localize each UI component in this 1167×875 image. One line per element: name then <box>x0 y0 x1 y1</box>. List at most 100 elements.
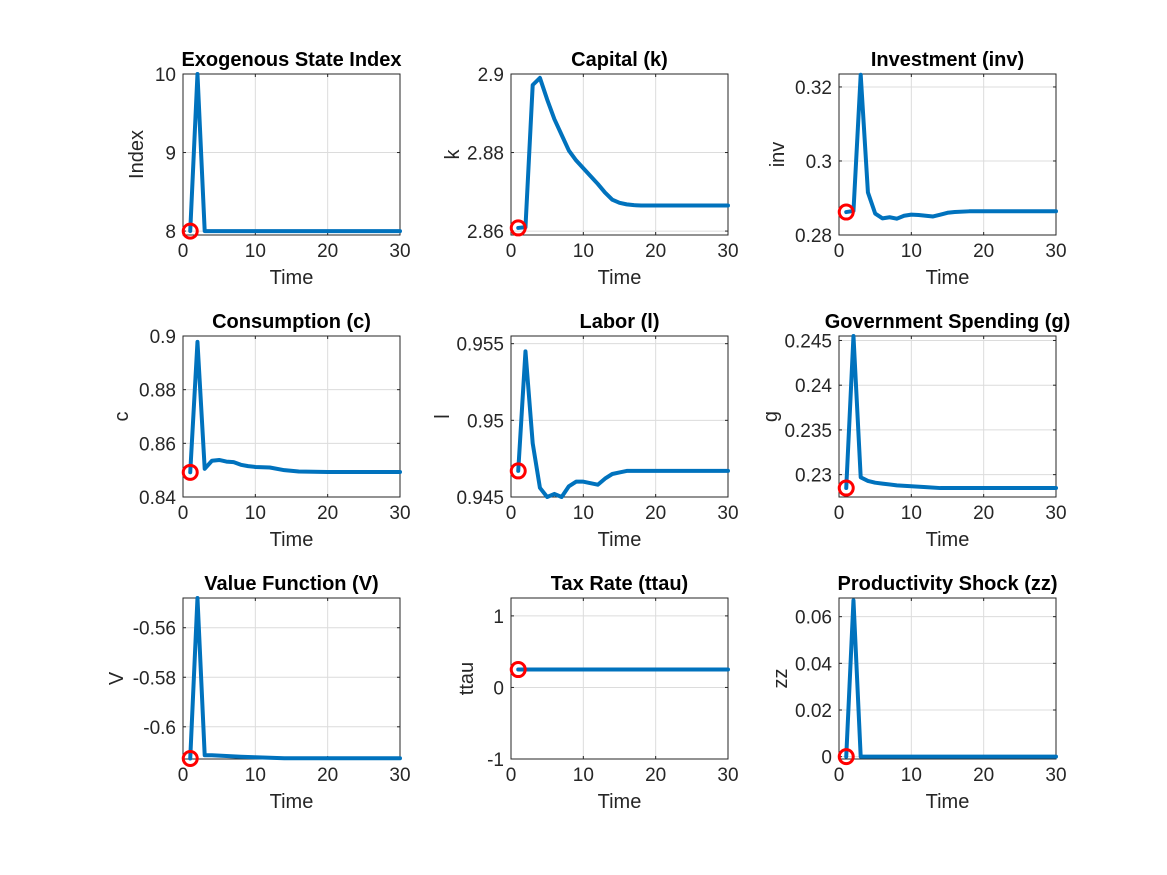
y-tick-label: 0.24 <box>795 376 832 397</box>
x-tick-label: 20 <box>973 765 994 786</box>
chart-title: Labor (l) <box>580 311 660 333</box>
x-axis-label: Time <box>926 267 970 289</box>
initial-point-marker <box>837 203 855 221</box>
y-tick-label: -0.58 <box>133 668 176 689</box>
x-tick-label: 0 <box>178 503 189 524</box>
series-line <box>844 598 1058 759</box>
x-axis-label: Time <box>598 791 642 813</box>
y-tick-label: 0.04 <box>795 654 832 675</box>
series-line <box>188 72 402 234</box>
x-tick-label: 0 <box>506 503 517 524</box>
axes-box <box>838 335 1057 498</box>
initial-point-marker <box>509 219 527 237</box>
y-tick-label: 8 <box>165 222 176 243</box>
y-tick-label: 0.06 <box>795 608 832 629</box>
x-tick-label: 10 <box>573 503 594 524</box>
initial-point-marker <box>181 222 199 240</box>
x-tick-label: 0 <box>506 241 517 262</box>
y-axis-label: ttau <box>456 662 478 695</box>
x-tick-label: 10 <box>245 765 266 786</box>
subplot-4: 0 10 20 30 0.84 0.86 0.88 0.9 Time c Consumption (… <box>111 311 411 551</box>
x-axis-label: Time <box>926 529 970 551</box>
y-tick-label: 0 <box>493 678 504 699</box>
y-tick-label: 2.88 <box>467 144 504 165</box>
x-tick-label: 20 <box>317 765 338 786</box>
series-line <box>516 75 730 230</box>
y-tick-label: 0.84 <box>139 488 176 509</box>
plot-area <box>839 336 1056 497</box>
axes-box <box>510 597 729 760</box>
x-tick-label: 30 <box>717 765 738 786</box>
series-line <box>188 339 402 475</box>
y-tick-label: 0.95 <box>467 411 504 432</box>
y-axis-label: Index <box>126 130 148 179</box>
chart-title: Government Spending (g) <box>825 311 1071 333</box>
y-tick-label: -1 <box>487 750 504 771</box>
subplot-5: 0 10 20 30 0.945 0.95 0.955 Time l Labor (l) <box>432 311 739 551</box>
y-axis-label: k <box>442 149 464 160</box>
y-tick-label: 2.86 <box>467 222 504 243</box>
axes-box <box>182 335 401 498</box>
y-tick-label: 0.955 <box>456 335 504 356</box>
x-tick-label: 30 <box>389 503 410 524</box>
x-tick-label: 10 <box>901 503 922 524</box>
chart-title: Investment (inv) <box>871 49 1024 71</box>
y-tick-label: 0.945 <box>456 488 504 509</box>
y-tick-label: 0.28 <box>795 226 832 247</box>
y-tick-label: 0.9 <box>150 327 176 348</box>
x-axis-label: Time <box>270 267 314 289</box>
y-tick-label: 0.02 <box>795 701 832 722</box>
y-tick-label: -0.56 <box>133 619 176 640</box>
x-tick-label: 30 <box>1045 503 1066 524</box>
x-tick-label: 30 <box>1045 765 1066 786</box>
x-tick-label: 20 <box>973 503 994 524</box>
y-tick-label: 0.235 <box>784 421 832 442</box>
x-tick-label: 10 <box>901 765 922 786</box>
subplot-9: 0 10 20 30 0 0.02 0.04 0.06 Time zz Productivity S… <box>770 573 1067 813</box>
x-tick-label: 10 <box>573 765 594 786</box>
series-line <box>516 349 730 499</box>
y-axis-label: l <box>432 414 454 418</box>
x-tick-label: 30 <box>717 503 738 524</box>
x-tick-label: 30 <box>717 241 738 262</box>
x-tick-label: 0 <box>178 765 189 786</box>
subplot-6: 0 10 20 30 0.23 0.235 0.24 0.245 Time g Government… <box>760 311 1070 551</box>
x-axis-label: Time <box>598 267 642 289</box>
x-tick-label: 30 <box>389 765 410 786</box>
plot-area <box>511 74 728 235</box>
x-tick-label: 20 <box>317 503 338 524</box>
plot-area <box>839 598 1056 759</box>
x-tick-label: 10 <box>573 241 594 262</box>
plot-area <box>511 598 728 759</box>
axes-box <box>510 73 729 236</box>
initial-point-marker <box>509 462 527 480</box>
y-axis-label: c <box>111 412 133 422</box>
subplot-2: 0 10 20 30 2.86 2.88 2.9 Time k Capital (k) <box>442 49 739 289</box>
x-tick-label: 0 <box>506 765 517 786</box>
chart-title: Capital (k) <box>571 49 668 71</box>
series-line <box>844 334 1058 491</box>
chart-title: Value Function (V) <box>204 573 378 595</box>
x-tick-label: 10 <box>245 503 266 524</box>
y-tick-label: 0.86 <box>139 434 176 455</box>
y-tick-label: 0.245 <box>784 331 832 352</box>
x-axis-label: Time <box>270 791 314 813</box>
axes-box <box>510 335 729 498</box>
y-axis-label: inv <box>767 142 789 168</box>
initial-point-marker <box>837 748 855 766</box>
subplot-3: 0 10 20 30 0.28 0.3 0.32 Time inv Investment (inv… <box>767 49 1067 289</box>
series-line <box>188 596 402 761</box>
y-tick-label: 0.32 <box>795 78 832 99</box>
subplot-7: 0 10 20 30 -0.6 -0.58 -0.56 Time V Value Function… <box>106 573 411 813</box>
x-tick-label: 20 <box>645 241 666 262</box>
x-tick-label: 20 <box>317 241 338 262</box>
chart-title: Productivity Shock (zz) <box>837 573 1057 595</box>
initial-point-marker <box>181 463 199 481</box>
chart-title: Consumption (c) <box>212 311 371 333</box>
x-tick-label: 0 <box>834 241 845 262</box>
y-tick-label: 0.88 <box>139 381 176 402</box>
y-axis-label: zz <box>770 669 792 689</box>
y-tick-label: 1 <box>493 607 504 628</box>
y-tick-label: 9 <box>165 144 176 165</box>
